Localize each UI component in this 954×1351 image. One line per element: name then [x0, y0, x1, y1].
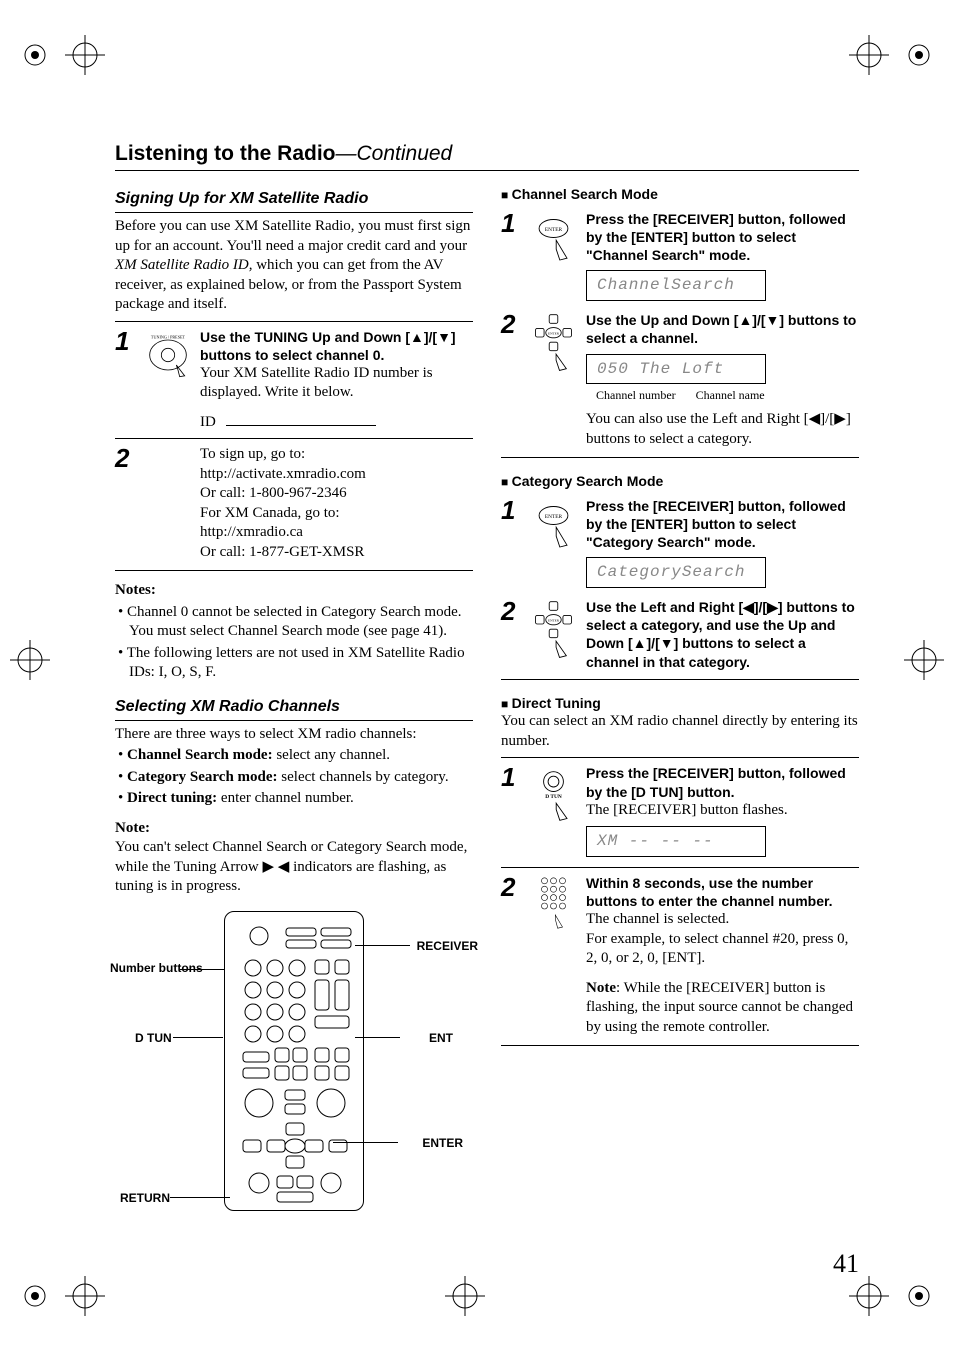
reg-mark-icon: [844, 30, 894, 80]
svg-text:TUNING / PRESET: TUNING / PRESET: [150, 334, 185, 339]
cat-step-2: 2 ENTER Use the Left and Right [◀]/[▶] b…: [501, 598, 859, 671]
step-2: 2 To sign up, go to: http://activate.xmr…: [115, 438, 473, 562]
step-number: 1: [115, 328, 135, 433]
label-ent: ENT: [429, 1031, 453, 1047]
section-selecting: Selecting XM Radio Channels: [115, 697, 473, 721]
notes-heading: Notes:: [115, 581, 473, 601]
svg-text:D TUN: D TUN: [545, 794, 562, 800]
sub-direct-tuning: Direct Tuning: [501, 694, 859, 713]
sub-channel-search: Channel Search Mode: [501, 185, 859, 204]
section-signing-up: Signing Up for XM Satellite Radio: [115, 189, 473, 213]
step-1: 1 TUNING / PRESET Use the TUNING Up and …: [115, 321, 473, 433]
dt-note: Note: While the [RECEIVER] button is fla…: [586, 979, 859, 1038]
remote-icon: [224, 911, 364, 1211]
remote-diagram: Number buttons D TUN RETURN RECEIVER ENT…: [115, 911, 473, 1211]
dt-step-2: 2 Within 8 seconds, use the number butto…: [501, 867, 859, 1037]
number-pad-icon: [521, 874, 586, 1037]
reg-mark-icon: [10, 30, 60, 80]
reg-mark-icon: [899, 635, 949, 685]
svg-text:ENTER: ENTER: [545, 514, 563, 520]
csm-extra: You can also use the Left and Right [◀]/…: [586, 410, 859, 449]
left-column: Signing Up for XM Satellite Radio Before…: [115, 185, 473, 1210]
lcd-display: 050 The Loft: [586, 354, 766, 385]
csm-step-1: 1 ENTER Press the [RECEIVER] button, fol…: [501, 210, 859, 305]
dt-s2-text: The channel is selected.: [586, 910, 859, 930]
tuning-knob-icon: TUNING / PRESET: [135, 328, 200, 433]
csm-s1-text: Press the [RECEIVER] button, followed by…: [586, 210, 859, 265]
sel-item: Channel Search mode: select any channel.: [115, 746, 473, 766]
title-continued: —Continued: [336, 142, 453, 165]
step1-text: Your XM Satellite Radio ID number is dis…: [200, 364, 473, 403]
csm-step-2: 2 ENTER Use the Up and Down [▲]/[▼] butt…: [501, 311, 859, 449]
sub-category-search: Category Search Mode: [501, 472, 859, 491]
reg-mark-icon: [894, 30, 944, 80]
svg-text:ENTER: ENTER: [545, 227, 563, 233]
notes-list: Channel 0 cannot be selected in Category…: [115, 603, 473, 683]
step2-body: To sign up, go to: http://activate.xmrad…: [200, 445, 473, 562]
label-receiver: RECEIVER: [417, 939, 478, 955]
lcd-display: ChannelSearch: [586, 270, 766, 301]
label-number-buttons: Number buttons: [110, 961, 180, 977]
sel-intro: There are three ways to select XM radio …: [115, 725, 473, 745]
label-dtun: D TUN: [135, 1031, 172, 1047]
cat-step-1: 1 ENTER Press the [RECEIVER] button, fol…: [501, 497, 859, 592]
dt-s2-example: For example, to select channel #20, pres…: [586, 930, 859, 969]
dpad-icon: ENTER: [521, 598, 586, 671]
csm-s2-text: Use the Up and Down [▲]/[▼] buttons to s…: [586, 311, 859, 347]
note-text: You can't select Channel Search or Categ…: [115, 838, 473, 897]
enter-button-icon: ENTER: [521, 210, 586, 305]
intro-text: Before you can use XM Satellite Radio, y…: [115, 217, 473, 315]
dt-s1-text: The [RECEIVER] button flashes.: [586, 801, 859, 821]
svg-text:ENTER: ENTER: [548, 332, 560, 336]
note-item: The following letters are not used in XM…: [115, 644, 473, 683]
dt-s1-heading: Press the [RECEIVER] button, followed by…: [586, 764, 859, 800]
dt-step-1: 1 D TUN Press the [RECEIVER] button, fol…: [501, 757, 859, 861]
reg-mark-icon: [5, 635, 55, 685]
right-column: Channel Search Mode 1 ENTER Press the [R…: [501, 185, 859, 1210]
lcd-display: CategorySearch: [586, 557, 766, 588]
cat-s1-text: Press the [RECEIVER] button, followed by…: [586, 497, 859, 552]
id-field: ID: [200, 413, 473, 433]
dtun-button-icon: D TUN: [521, 764, 586, 861]
note-item: Channel 0 cannot be selected in Category…: [115, 603, 473, 642]
reg-mark-icon: [894, 1271, 944, 1321]
reg-mark-icon: [440, 1271, 490, 1321]
dpad-icon: ENTER: [521, 311, 586, 449]
lcd-caption: Channel numberChannel name: [586, 388, 859, 404]
page-number: 41: [833, 1247, 859, 1281]
title-main: Listening to the Radio: [115, 142, 336, 165]
svg-text:ENTER: ENTER: [548, 618, 560, 622]
reg-mark-icon: [60, 30, 110, 80]
reg-mark-icon: [60, 1271, 110, 1321]
enter-button-icon: ENTER: [521, 497, 586, 592]
lcd-display: XM -- -- --: [586, 826, 766, 857]
label-enter: ENTER: [422, 1136, 463, 1152]
sel-item: Category Search mode: select channels by…: [115, 768, 473, 788]
step1-heading: Use the TUNING Up and Down [▲]/[▼] butto…: [200, 328, 473, 364]
sel-item: Direct tuning: enter channel number.: [115, 789, 473, 809]
sel-list: Channel Search mode: select any channel.…: [115, 746, 473, 809]
label-return: RETURN: [120, 1191, 170, 1207]
note-heading: Note:: [115, 819, 473, 839]
dt-s2-heading: Within 8 seconds, use the number buttons…: [586, 874, 859, 910]
step-number: 2: [115, 445, 135, 562]
cat-s2-text: Use the Left and Right [◀]/[▶] buttons t…: [586, 598, 859, 671]
page-title: Listening to the Radio—Continued: [115, 140, 859, 171]
dt-intro: You can select an XM radio channel direc…: [501, 712, 859, 751]
reg-mark-icon: [10, 1271, 60, 1321]
